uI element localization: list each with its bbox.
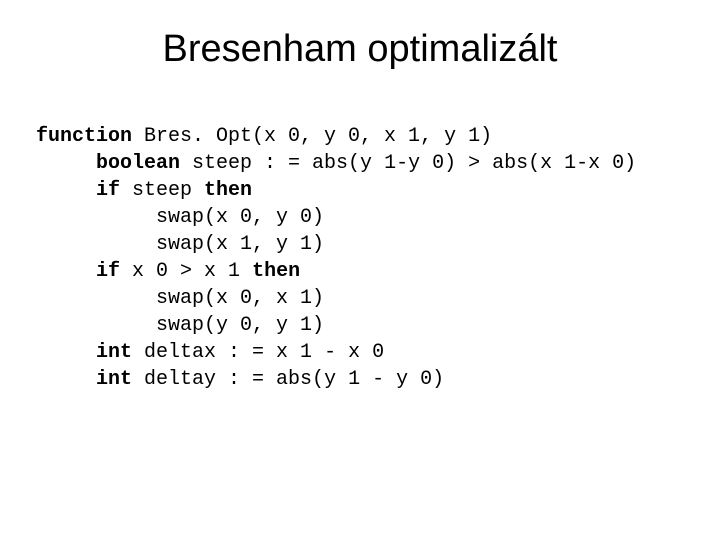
code-indent — [36, 260, 96, 283]
code-text: Bres. Opt(x 0, y 0, x 1, y 1) — [132, 125, 492, 148]
code-text: steep — [120, 179, 204, 202]
code-text: swap(y 0, y 1) — [156, 314, 324, 337]
code-text: x 0 > x 1 — [120, 260, 252, 283]
code-indent — [36, 206, 156, 229]
code-text: deltay : = abs(y 1 - y 0) — [132, 368, 444, 391]
code-keyword: if — [96, 179, 120, 202]
code-indent — [36, 314, 156, 337]
code-line: if steep then — [36, 177, 720, 204]
code-indent — [36, 152, 96, 175]
code-line: swap(x 1, y 1) — [36, 231, 720, 258]
code-line: boolean steep : = abs(y 1-y 0) > abs(x 1… — [36, 150, 720, 177]
code-keyword: function — [36, 125, 132, 148]
code-keyword: then — [204, 179, 252, 202]
code-indent — [36, 287, 156, 310]
code-line: swap(x 0, y 0) — [36, 204, 720, 231]
code-line: int deltay : = abs(y 1 - y 0) — [36, 366, 720, 393]
code-keyword: int — [96, 341, 132, 364]
code-keyword: then — [252, 260, 300, 283]
code-line: if x 0 > x 1 then — [36, 258, 720, 285]
code-text: steep : = abs(y 1-y 0) > abs(x 1-x 0) — [180, 152, 636, 175]
code-indent — [36, 341, 96, 364]
code-indent — [36, 368, 96, 391]
code-line: int deltax : = x 1 - x 0 — [36, 339, 720, 366]
code-text: swap(x 1, y 1) — [156, 233, 324, 256]
slide-title: Bresenham optimalizált — [0, 0, 720, 71]
code-keyword: int — [96, 368, 132, 391]
code-line: swap(x 0, x 1) — [36, 285, 720, 312]
code-keyword: boolean — [96, 152, 180, 175]
code-indent — [36, 233, 156, 256]
code-indent — [36, 179, 96, 202]
code-text: deltax : = x 1 - x 0 — [132, 341, 384, 364]
code-block: function Bres. Opt(x 0, y 0, x 1, y 1) b… — [0, 123, 720, 393]
code-text: swap(x 0, y 0) — [156, 206, 324, 229]
code-text: swap(x 0, x 1) — [156, 287, 324, 310]
code-line: swap(y 0, y 1) — [36, 312, 720, 339]
code-line: function Bres. Opt(x 0, y 0, x 1, y 1) — [36, 123, 720, 150]
code-keyword: if — [96, 260, 120, 283]
